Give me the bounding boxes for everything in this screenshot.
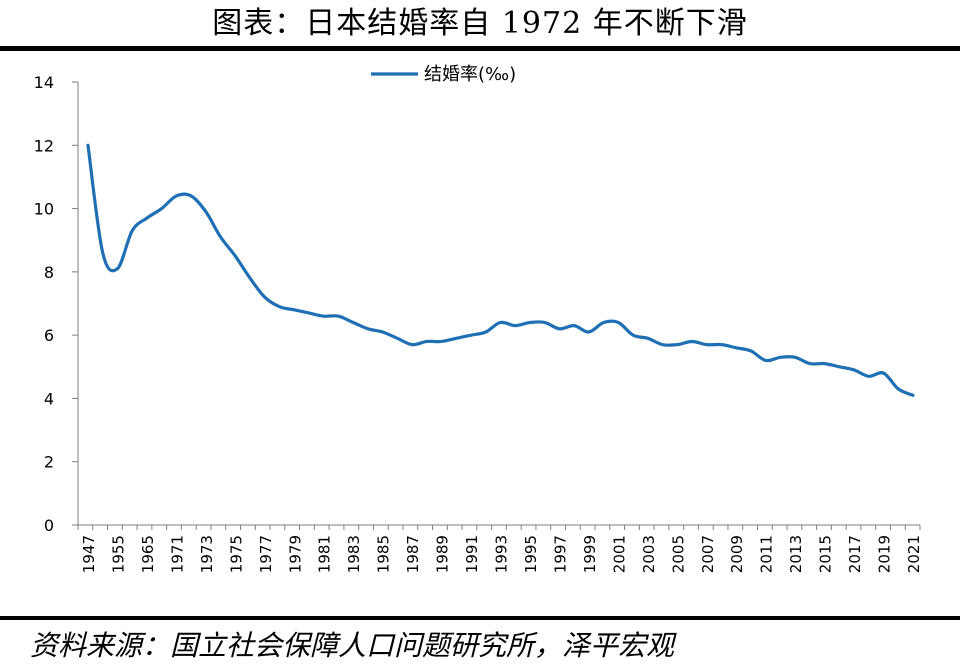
y-axis: 0 2 4 6 8 10 12 14 <box>34 73 79 535</box>
y-tick-label: 10 <box>34 200 54 219</box>
title-divider <box>0 46 960 51</box>
marriage-rate-line <box>86 143 915 397</box>
x-tick-label: 1997 <box>551 535 569 573</box>
x-tick-label: 1985 <box>375 535 393 573</box>
x-tick-label: 2011 <box>758 535 776 573</box>
x-tick-label: 1987 <box>404 535 422 573</box>
x-tick-label: 1947 <box>80 535 98 573</box>
x-tick-label: 2001 <box>610 535 628 573</box>
source-note: 资料来源：国立社会保障人口问题研究所，泽平宏观 <box>30 629 675 662</box>
x-tick-label: 1999 <box>581 535 599 573</box>
x-tick-label: 1989 <box>434 535 452 573</box>
x-tick-label: 2021 <box>905 535 923 573</box>
chart-title: 图表：日本结婚率自 1972 年不断下滑 <box>212 6 748 41</box>
x-tick-label: 2003 <box>640 535 658 573</box>
y-tick-label: 0 <box>44 516 54 535</box>
x-tick-label: 1977 <box>257 535 275 573</box>
y-tick-label: 14 <box>34 73 54 92</box>
x-tick-label: 2017 <box>846 535 864 573</box>
x-axis: 1947 1955 1965 1971 1973 1975 1977 1979 1981 1983… <box>77 524 923 573</box>
x-tick-label: 2005 <box>669 535 687 573</box>
x-tick-label: 1993 <box>493 535 511 573</box>
footer-divider <box>0 616 960 620</box>
x-tick-label: 2007 <box>699 535 717 573</box>
y-tick-label: 12 <box>34 136 54 155</box>
x-tick-label: 1981 <box>316 535 334 573</box>
marriage-rate-chart: 0 2 4 6 8 10 12 14 1947 1955 1965 1971 1973 1975 1977… <box>34 64 923 573</box>
x-tick-label: 2013 <box>787 535 805 573</box>
y-tick-label: 8 <box>44 263 54 282</box>
x-tick-label: 1975 <box>227 535 245 573</box>
x-tick-label: 1995 <box>522 535 540 573</box>
x-tick-label: 1973 <box>198 535 216 573</box>
x-tick-label: 1983 <box>345 535 363 573</box>
legend-label: 结婚率(‰) <box>424 64 516 85</box>
x-tick-label: 1965 <box>139 535 157 573</box>
x-tick-label: 1991 <box>463 535 481 573</box>
legend: 结婚率(‰) <box>371 64 516 85</box>
x-tick-label: 2015 <box>817 535 835 573</box>
y-tick-label: 6 <box>44 326 54 345</box>
y-tick-label: 2 <box>44 453 54 472</box>
x-tick-label: 1971 <box>168 535 186 573</box>
x-tick-label: 2019 <box>876 535 894 573</box>
x-tick-label: 1979 <box>286 535 304 573</box>
series-layer <box>86 143 915 397</box>
y-tick-label: 4 <box>44 389 54 408</box>
x-tick-label: 2009 <box>728 535 746 573</box>
x-tick-label: 1955 <box>109 535 127 573</box>
